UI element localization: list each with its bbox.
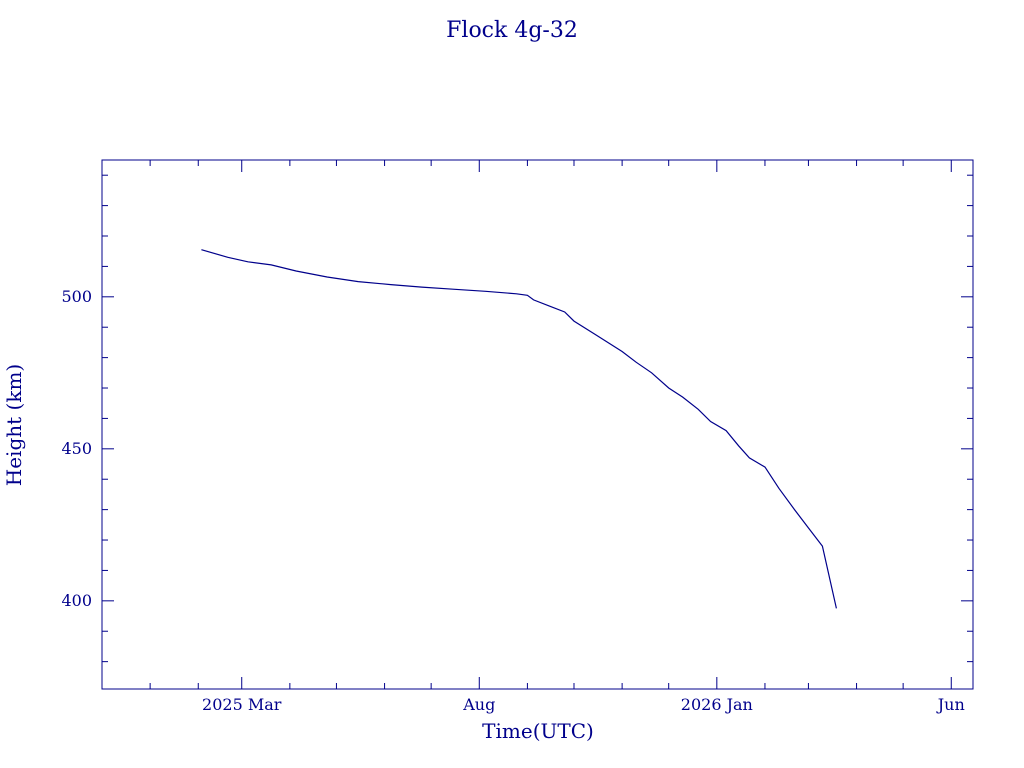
- series-line: [201, 249, 837, 609]
- y-axis-title: Height (km): [2, 364, 26, 486]
- x-axis-title: Time(UTC): [482, 719, 594, 743]
- x-tick-label: 2025 Mar: [202, 695, 282, 714]
- y-tick-label: 450: [61, 439, 92, 458]
- tick-labels: 2025 Mar Aug 2026 Jan Jun 400 450 500: [61, 287, 964, 714]
- y-tick-label: 400: [61, 591, 92, 610]
- x-tick-label: Aug: [462, 695, 495, 714]
- y-tick-label: 500: [61, 287, 92, 306]
- chart-title: Flock 4g-32: [446, 18, 578, 43]
- x-tick-label: Jun: [936, 695, 965, 714]
- axis-ticks: [102, 160, 973, 689]
- plot-frame: [101, 159, 974, 690]
- x-tick-label: 2026 Jan: [681, 695, 753, 714]
